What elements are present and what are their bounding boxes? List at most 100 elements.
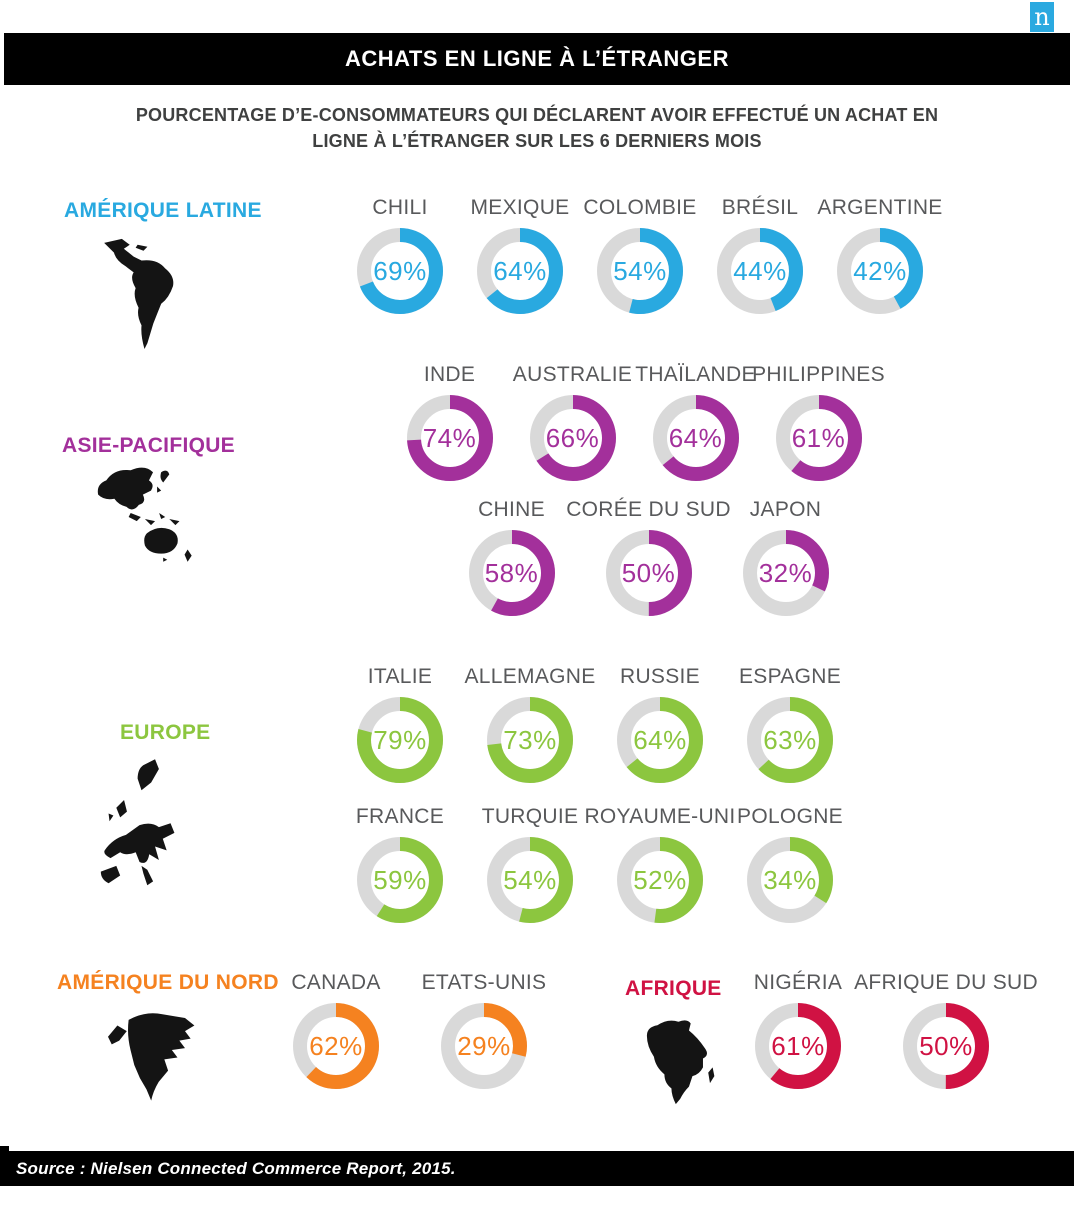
country-donut-cell: CHINE 58% [443,498,580,616]
donut-row-afrique: NIGÉRIA 61% AFRIQUE DU SUD 50% [724,971,1038,1089]
country-donut-cell: AUSTRALIE 66% [511,363,634,481]
donut-chart: 66% [529,395,616,481]
donut-chart: 73% [487,697,573,783]
donut-chart: 52% [617,837,703,923]
country-donut-cell: MEXIQUE 64% [460,196,580,314]
europe-map-icon [95,757,187,903]
country-label: BRÉSIL [721,196,799,219]
country-label: CHINE [478,498,545,521]
donut-value: 79% [373,725,427,755]
donut-value: 34% [763,865,817,895]
country-donut-cell: CANADA 62% [262,971,410,1089]
donut-value: 66% [545,423,600,453]
country-donut-cell: ALLEMAGNE 73% [464,665,596,783]
country-donut-cell: INDE 74% [388,363,511,481]
country-label: ALLEMAGNE [464,665,596,688]
country-donut-cell: ARGENTINE 42% [817,196,942,314]
region-label-amerique-du-nord: AMÉRIQUE DU NORD [57,971,279,994]
donut-chart: 74% [406,395,493,481]
donut-chart: 34% [747,837,833,923]
footer-bar: Source : Nielsen Connected Commerce Repo… [0,1151,1074,1186]
donut-row-europe-1: ITALIE 79% ALLEMAGNE 73% RUSSIE 64% ESPAGNE 63% [335,665,855,783]
country-label: NIGÉRIA [753,971,843,994]
donut-value: 29% [457,1031,511,1061]
footer-notch [0,1146,9,1153]
region-label-afrique: AFRIQUE [625,977,722,1000]
country-label: ESPAGNE [738,665,842,688]
country-label: ETATS-UNIS [421,971,547,994]
donut-chart: 42% [837,228,923,314]
country-donut-cell: COLOMBIE 54% [580,196,700,314]
country-label: ROYAUME-UNI [584,805,736,828]
donut-value: 61% [771,1031,825,1061]
country-donut-cell: ITALIE 79% [335,665,465,783]
country-donut-cell: CHILI 69% [340,196,460,314]
nielsen-logo-letter: n [1034,3,1050,31]
donut-chart: 63% [747,697,833,783]
donut-chart: 64% [652,395,739,481]
donut-value: 73% [503,725,557,755]
country-label: COLOMBIE [583,196,697,219]
donut-chart: 61% [775,395,862,481]
donut-chart: 79% [357,697,443,783]
north-america-map-icon [101,1003,207,1111]
country-donut-cell: POLOGNE 34% [725,805,855,923]
country-label: PHILIPPINES [752,363,885,386]
donut-row-amerique-du-nord: CANADA 62% ETATS-UNIS 29% [262,971,558,1089]
donut-value: 32% [758,558,813,588]
country-donut-cell: BRÉSIL 44% [700,196,820,314]
donut-chart: 59% [357,837,443,923]
country-label: INDE [423,363,476,386]
donut-chart: 44% [717,228,803,314]
donut-value: 64% [633,725,687,755]
donut-value: 69% [373,256,427,286]
country-donut-cell: RUSSIE 64% [595,665,725,783]
donut-chart: 62% [293,1003,379,1089]
country-label: THAÏLANDE [635,363,756,386]
region-label-asie-pacifique: ASIE-PACIFIQUE [62,434,235,457]
region-label-europe: EUROPE [120,721,211,744]
subtitle-line-2: LIGNE À L’ÉTRANGER SUR LES 6 DERNIERS MO… [312,131,762,151]
country-label: RUSSIE [620,665,700,688]
region-label-amerique-latine: AMÉRIQUE LATINE [64,199,262,222]
donut-value: 44% [733,256,787,286]
donut-row-europe-2: FRANCE 59% TURQUIE 54% ROYAUME-UNI 52% POLOGNE… [335,805,855,923]
donut-value: 74% [422,423,477,453]
donut-value: 58% [484,558,539,588]
country-donut-cell: TURQUIE 54% [465,805,595,923]
country-label: CORÉE DU SUD [566,498,731,521]
country-label: TURQUIE [481,805,579,828]
country-donut-cell: PHILIPPINES 61% [752,363,885,481]
donut-row-asie-pacifique-2: CHINE 58% CORÉE DU SUD 50% JAPON 32% [443,498,854,616]
donut-chart: 54% [597,228,683,314]
country-label: MEXIQUE [470,196,570,219]
country-donut-cell: JAPON 32% [717,498,854,616]
donut-chart: 54% [487,837,573,923]
country-label: CHILI [372,196,428,219]
source-text: Source : Nielsen Connected Commerce Repo… [16,1158,456,1178]
country-label: AFRIQUE DU SUD [854,971,1038,994]
donut-value: 62% [309,1031,363,1061]
donut-value: 59% [373,865,427,895]
asia-pacific-map-icon [90,460,212,572]
donut-value: 63% [763,725,817,755]
donut-chart: 61% [755,1003,841,1089]
donut-value: 50% [621,558,676,588]
donut-value: 42% [853,256,907,286]
donut-value: 64% [668,423,723,453]
country-label: JAPON [749,498,822,521]
country-donut-cell: ESPAGNE 63% [725,665,855,783]
donut-chart: 50% [903,1003,989,1089]
country-label: AUSTRALIE [512,363,633,386]
donut-chart: 32% [742,530,829,616]
subtitle: POURCENTAGE D’E-CONSOMMATEURS QUI DÉCLAR… [0,102,1074,154]
latin-america-map-icon [93,233,193,351]
donut-value: 61% [791,423,846,453]
country-label: POLOGNE [737,805,843,828]
africa-map-icon [635,1013,721,1105]
donut-value: 52% [633,865,687,895]
country-label: FRANCE [355,805,445,828]
country-donut-cell: THAÏLANDE 64% [634,363,757,481]
donut-row-amerique-latine: CHILI 69% MEXIQUE 64% COLOMBIE 54% BRÉSIL 44% AR… [340,196,942,314]
country-donut-cell: FRANCE 59% [335,805,465,923]
